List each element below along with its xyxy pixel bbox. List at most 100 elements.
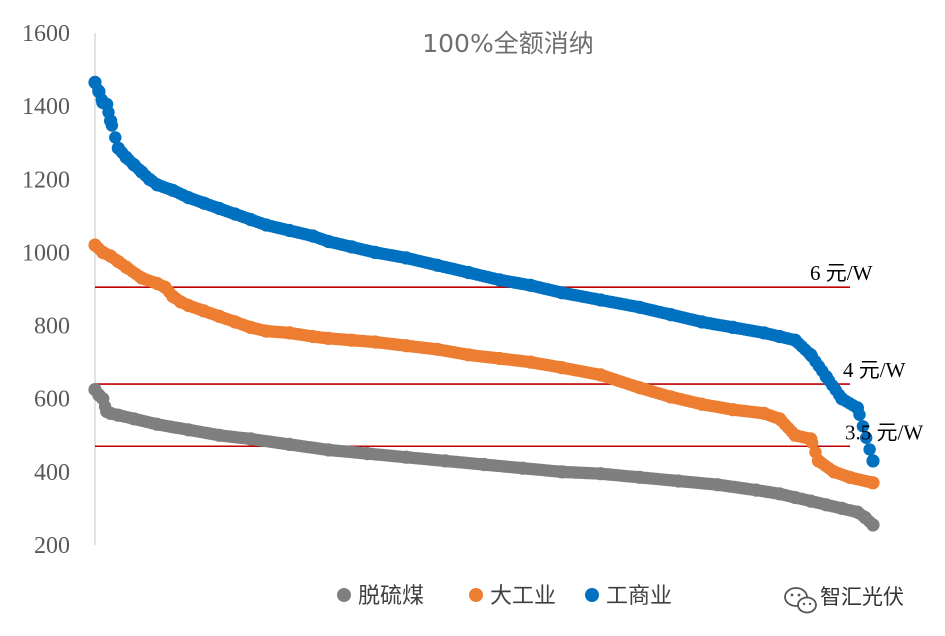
data-point [282,437,297,451]
data-point [166,183,180,197]
data-point [633,381,647,395]
data-point [135,271,149,285]
data-point [726,403,740,417]
data-point [804,432,818,446]
data-point [493,273,507,287]
data-point [555,286,569,300]
watermark: 智汇光伏 [784,585,904,614]
data-point [819,498,833,512]
data-point [181,423,195,437]
data-point [212,309,227,323]
data-point [212,428,227,442]
data-point [477,457,491,472]
series-layer [88,75,880,532]
data-point [493,351,507,366]
data-point [399,450,413,464]
data-point [321,234,335,249]
data-point [664,390,678,404]
data-point [866,476,880,490]
data-point [127,412,141,426]
data-point [594,293,608,307]
data-point [399,251,413,265]
data-point [100,97,114,111]
data-point [671,474,686,488]
data-point [594,467,608,481]
data-point [228,315,242,329]
data-point [524,278,538,292]
legend-marker [469,588,483,602]
series-trail-marker [109,131,122,144]
data-point [594,368,608,382]
data-point [244,320,258,334]
legend: 脱硫煤 大工业 工商业 [337,584,672,609]
data-point [282,326,297,340]
reference-line-label: 3.5 元/W [845,420,923,444]
data-point [633,470,647,484]
data-point [259,324,273,338]
data-point [757,406,771,420]
series-1 [88,238,880,490]
data-point [835,501,849,515]
data-point [321,443,335,457]
legend-marker [337,588,351,602]
data-point [788,490,802,505]
reference-line-label: 4 元/W [843,358,906,382]
data-point [368,335,382,349]
y-tick-label: 400 [34,460,70,486]
data-point [773,412,787,426]
series-0 [88,75,880,468]
legend-label: 脱硫煤 [358,584,424,609]
data-point [368,245,382,259]
data-point [633,300,647,314]
data-point [835,392,849,406]
data-point [181,191,195,205]
data-point [430,342,444,356]
data-point [524,355,538,369]
data-point [804,494,818,508]
data-point [306,329,320,344]
chart-title: 100%全额消纳 [422,29,593,58]
data-point [92,84,106,99]
data-point [811,454,826,468]
reference-line-labels: 6 元/W 4 元/W 3.5 元/W [810,261,923,444]
data-point [104,114,118,128]
y-tick-label: 1600 [22,21,70,47]
data-point [695,397,709,411]
data-point [181,298,195,313]
data-point [244,432,258,446]
data-point [360,447,374,461]
data-point [788,428,802,442]
wechat-icon [784,587,817,614]
data-point [788,333,802,347]
data-point [438,454,452,468]
data-point [757,326,771,340]
data-point [555,465,569,479]
data-point [804,348,818,362]
legend-label: 工商业 [606,584,672,609]
data-point [197,304,211,318]
data-point [843,470,857,484]
data-point [819,370,833,384]
y-tick-label: 1200 [22,167,70,193]
y-tick-label: 1400 [22,94,70,120]
data-point [212,201,227,216]
data-point [555,361,569,375]
series-2 [88,383,880,532]
data-point [827,465,841,479]
legend-marker [585,588,599,602]
data-point [773,487,787,501]
data-point [197,196,211,210]
data-point [773,329,787,344]
data-point [749,483,763,497]
y-tick-label: 1000 [22,240,70,266]
y-tick-label: 800 [34,314,70,340]
data-point [111,408,125,422]
data-point [158,280,172,294]
watermark-text: 智汇光伏 [820,585,904,609]
series-trail-marker [860,431,873,444]
reference-line-label: 6 元/W [810,261,873,285]
data-point [695,315,709,329]
data-point [259,218,273,232]
data-point [306,229,320,243]
